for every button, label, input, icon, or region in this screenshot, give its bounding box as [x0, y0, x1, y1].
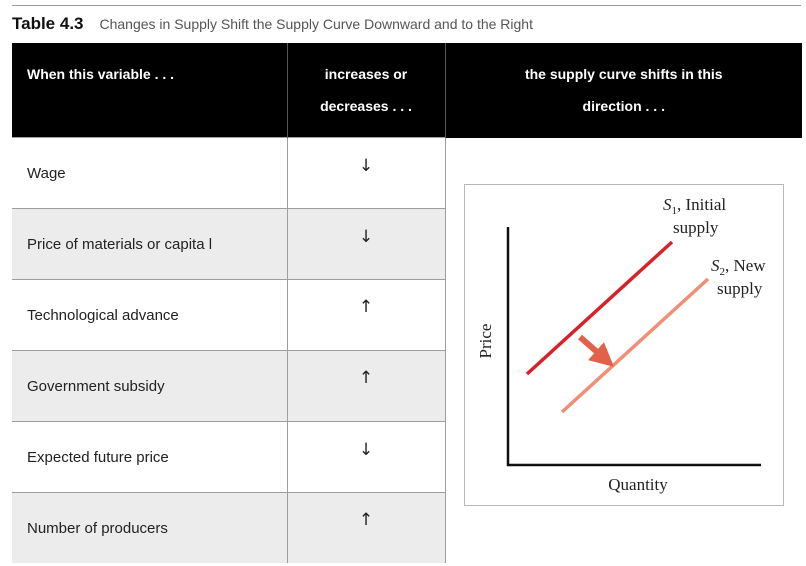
s2-label-line2: supply	[717, 279, 763, 298]
header-row: When this variable . . . increases or de…	[12, 43, 802, 138]
up-arrow-icon: ↑	[358, 510, 374, 530]
s2-new-supply-line	[560, 277, 710, 414]
supply-shift-graph: S1, Initial supply S2, New supply Price …	[464, 184, 784, 506]
table-row: Number of producers ↑	[12, 492, 802, 563]
table-row: Technological advance ↑	[12, 279, 802, 351]
shift-arrow-icon	[578, 334, 615, 367]
down-arrow-icon: ↓	[358, 156, 374, 176]
row-change: ↓	[286, 137, 446, 209]
s2-symbol: S	[711, 256, 720, 275]
table-row: Expected future price ↓	[12, 421, 802, 493]
x-axis-label: Quantity	[608, 475, 668, 494]
s1-initial-supply-line	[525, 240, 674, 376]
down-arrow-icon: ↓	[358, 227, 374, 247]
s2-text: , New	[725, 256, 766, 275]
row-change: ↑	[286, 492, 446, 563]
header-direction-line1: the supply curve shifts in this	[524, 66, 723, 83]
row-variable: Number of producers	[12, 492, 287, 563]
supply-graph-svg: S1, Initial supply S2, New supply Price …	[476, 195, 766, 494]
header-change: increases or decreases . . .	[286, 43, 446, 138]
row-change: ↓	[286, 208, 446, 280]
table-title: Changes in Supply Shift the Supply Curve…	[99, 16, 533, 32]
up-arrow-icon: ↑	[358, 368, 374, 388]
s1-text: , Initial	[677, 195, 726, 214]
y-axis-label: Price	[476, 324, 495, 359]
table-row: Government subsidy ↑	[12, 350, 802, 422]
row-change: ↑	[286, 279, 446, 351]
header-change-line1: increases or	[324, 66, 408, 82]
header-direction: the supply curve shifts in this directio…	[445, 43, 802, 138]
top-rule	[12, 5, 801, 6]
header-direction-line2: direction . . .	[582, 98, 665, 115]
row-variable: Price of materials or capita l	[12, 208, 287, 280]
s2-subscript: 2	[720, 266, 726, 278]
s1-label: S1, Initial	[663, 195, 726, 217]
table-number: Table 4.3	[12, 14, 84, 33]
s2-label: S2, New	[711, 256, 766, 278]
header-variable: When this variable . . .	[12, 43, 287, 138]
table-caption: Table 4.3 Changes in Supply Shift the Su…	[12, 14, 533, 38]
row-variable: Technological advance	[12, 279, 287, 351]
header-change-line2: decreases . . .	[320, 98, 412, 114]
down-arrow-icon: ↓	[358, 440, 374, 460]
row-change: ↑	[286, 350, 446, 422]
row-variable: Government subsidy	[12, 350, 287, 422]
row-change: ↓	[286, 421, 446, 493]
row-variable: Wage	[12, 137, 287, 209]
table-row: Price of materials or capita l ↓	[12, 208, 802, 280]
up-arrow-icon: ↑	[358, 297, 374, 317]
row-variable: Expected future price	[12, 421, 287, 493]
s1-label-line2: supply	[673, 218, 719, 237]
s1-symbol: S	[663, 195, 672, 214]
s1-subscript: 1	[672, 205, 678, 217]
